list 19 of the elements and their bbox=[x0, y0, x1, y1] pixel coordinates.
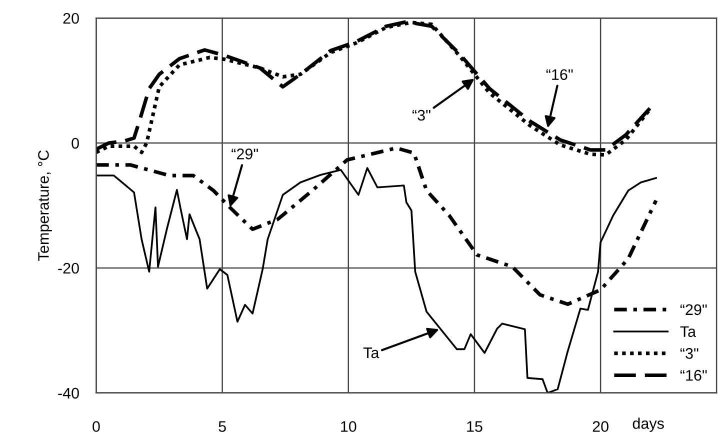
annotation: Ta bbox=[363, 348, 380, 358]
y-tick-label: 0 bbox=[72, 138, 79, 149]
y-tick-label: -40 bbox=[58, 388, 79, 399]
x-tick-label: 0 bbox=[92, 421, 100, 432]
annotation: “16" bbox=[546, 69, 573, 80]
y-axis-title: Temperature, °C bbox=[38, 150, 52, 261]
y-tick-label: -20 bbox=[58, 262, 79, 274]
x-axis-title: days bbox=[632, 418, 664, 432]
y-tick-label: 20 bbox=[63, 12, 79, 24]
x-tick-label: 10 bbox=[341, 421, 356, 432]
x-tick-label: 5 bbox=[218, 421, 226, 432]
x-tick-label: 20 bbox=[592, 421, 608, 432]
x-tick-label: 15 bbox=[467, 421, 482, 432]
legend-label: Ta bbox=[680, 326, 696, 337]
annotation: “3" bbox=[412, 110, 430, 121]
legend-label: “16" bbox=[680, 370, 707, 381]
annotation: “29" bbox=[232, 148, 258, 160]
legend-label: “3" bbox=[680, 348, 698, 359]
legend-label: “29" bbox=[680, 304, 707, 316]
